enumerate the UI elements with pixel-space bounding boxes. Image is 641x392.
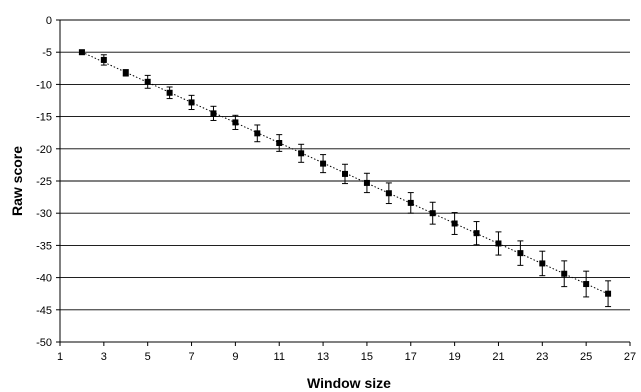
data-point-marker bbox=[166, 89, 173, 96]
error-bars bbox=[78, 49, 612, 308]
x-tick-label: 19 bbox=[448, 351, 460, 363]
y-tick-label: -20 bbox=[36, 144, 52, 156]
data-point-marker bbox=[232, 119, 239, 126]
data-points bbox=[78, 49, 612, 297]
data-point-marker bbox=[276, 140, 283, 147]
y-tick-label: -30 bbox=[36, 208, 52, 220]
x-tick-label: 9 bbox=[232, 351, 238, 363]
data-point-marker bbox=[517, 250, 524, 257]
data-point-marker bbox=[495, 240, 502, 247]
data-point-marker bbox=[188, 99, 195, 106]
data-point-marker bbox=[122, 69, 129, 76]
y-tick-label: -50 bbox=[36, 337, 52, 349]
y-tick-label: -5 bbox=[42, 47, 52, 59]
x-tick-label: 7 bbox=[188, 351, 194, 363]
data-point-marker bbox=[407, 199, 414, 206]
x-tick-label: 17 bbox=[405, 351, 417, 363]
tick-labels: 0-5-10-15-20-25-30-35-40-45-501 3 5 7 9 11 13 1… bbox=[36, 15, 636, 363]
x-tick-label: 15 bbox=[361, 351, 373, 363]
y-tick-label: -25 bbox=[36, 176, 52, 188]
data-point-marker bbox=[429, 210, 436, 217]
data-point-marker bbox=[78, 49, 85, 56]
y-tick-label: -15 bbox=[36, 112, 52, 124]
y-tick-label: -35 bbox=[36, 240, 52, 252]
axes bbox=[56, 19, 631, 346]
y-axis-title: Raw score bbox=[9, 146, 25, 216]
data-point-marker bbox=[210, 110, 217, 117]
data-point-marker bbox=[473, 230, 480, 237]
data-point-marker bbox=[605, 290, 612, 297]
data-point-marker bbox=[451, 220, 458, 227]
data-point-marker bbox=[363, 179, 370, 186]
y-tick-label: 0 bbox=[46, 15, 52, 27]
data-point-marker bbox=[385, 190, 392, 197]
x-tick-label: 13 bbox=[317, 351, 329, 363]
y-tick-label: -40 bbox=[36, 273, 52, 285]
x-tick-label: 23 bbox=[536, 351, 548, 363]
data-point-marker bbox=[583, 281, 590, 288]
x-axis-title: Window size bbox=[307, 375, 391, 391]
data-point-marker bbox=[298, 150, 305, 157]
x-tick-label: 21 bbox=[492, 351, 504, 363]
x-tick-label: 5 bbox=[145, 351, 151, 363]
x-tick-label: 1 bbox=[57, 351, 63, 363]
data-point-marker bbox=[254, 130, 261, 137]
data-point-marker bbox=[320, 160, 327, 167]
y-tick-label: -45 bbox=[36, 305, 52, 317]
data-point-marker bbox=[342, 170, 348, 177]
x-tick-label: 25 bbox=[580, 351, 592, 363]
x-tick-label: 11 bbox=[274, 351, 285, 363]
y-tick-label: -10 bbox=[36, 79, 52, 91]
data-point-marker bbox=[539, 260, 546, 267]
data-point-marker bbox=[100, 56, 107, 63]
x-tick-label: 3 bbox=[101, 351, 107, 363]
data-point-marker bbox=[561, 270, 568, 277]
x-tick-label: 27 bbox=[624, 351, 636, 363]
data-point-marker bbox=[144, 78, 151, 85]
